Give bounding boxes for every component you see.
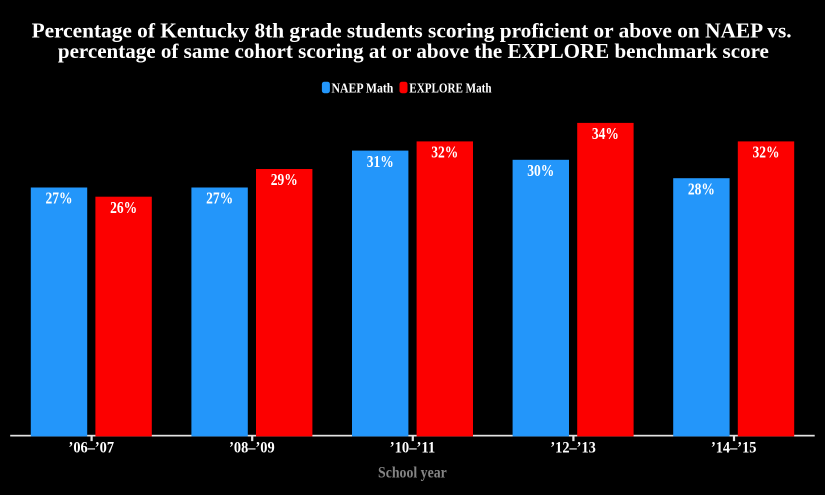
svg-text:percentage of same cohort scor: percentage of same cohort scoring at or …: [58, 39, 769, 63]
svg-text:32%: 32%: [431, 143, 458, 162]
svg-text:27%: 27%: [46, 189, 73, 208]
svg-text:’08–’09: ’08–’09: [229, 440, 275, 457]
svg-text:31%: 31%: [367, 152, 394, 171]
svg-text:26%: 26%: [110, 198, 137, 217]
svg-text:NAEP Math: NAEP Math: [332, 81, 394, 96]
svg-text:EXPLORE Math: EXPLORE Math: [409, 81, 491, 96]
svg-text:28%: 28%: [688, 179, 715, 198]
svg-text:Percentage of Kentucky 8th gra: Percentage of Kentucky 8th grade student…: [32, 18, 792, 42]
svg-text:32%: 32%: [753, 143, 780, 162]
svg-text:School year: School year: [378, 464, 447, 481]
svg-text:’14–’15: ’14–’15: [711, 440, 757, 457]
svg-text:’10–’11: ’10–’11: [390, 440, 436, 457]
svg-text:34%: 34%: [592, 124, 619, 143]
svg-text:30%: 30%: [527, 161, 554, 180]
svg-text:’12–’13: ’12–’13: [550, 440, 596, 457]
svg-text:29%: 29%: [271, 170, 298, 189]
svg-text:’06–’07: ’06–’07: [69, 440, 115, 457]
svg-text:27%: 27%: [206, 189, 233, 208]
